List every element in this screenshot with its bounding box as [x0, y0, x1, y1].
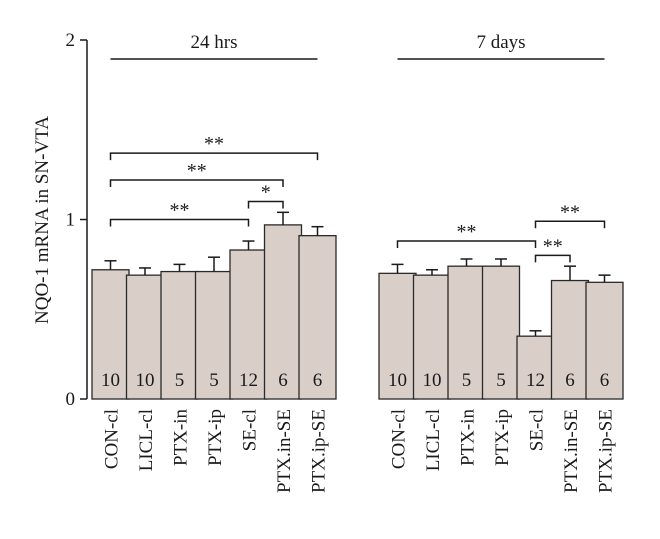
x-tick-label: PTX.ip-SE — [309, 409, 330, 493]
significance-label: ** — [543, 235, 563, 257]
significance-label: ** — [457, 221, 477, 243]
bar — [125, 274, 165, 400]
significance-label: * — [261, 182, 271, 204]
x-tick-label: PTX-ip — [205, 409, 226, 466]
sample-size-label: 10 — [388, 370, 407, 391]
x-tick-label: SE-cl — [527, 409, 548, 451]
bar — [481, 265, 521, 400]
sample-size-label: 5 — [496, 370, 506, 391]
sample-size-label: 5 — [175, 370, 185, 391]
x-tick-label: SE-cl — [240, 409, 261, 451]
sample-size-label: 12 — [239, 370, 258, 391]
x-tick-label: CON-cl — [102, 409, 123, 469]
significance-bracket — [109, 218, 250, 227]
bar — [91, 269, 130, 400]
sample-size-label: 5 — [209, 370, 219, 391]
significance-bracket — [109, 179, 284, 188]
bar — [585, 281, 624, 400]
significance-label: ** — [170, 200, 190, 222]
sample-size-label: 6 — [565, 370, 575, 391]
significance-bracket — [534, 254, 571, 263]
significance-label: ** — [187, 160, 207, 182]
sample-size-label: 6 — [600, 370, 610, 391]
y-tick-label: 1 — [66, 210, 76, 231]
x-tick-label: PTX-in — [171, 409, 192, 467]
x-tick-label: PTX.ip-SE — [596, 409, 617, 493]
bar — [229, 249, 268, 400]
sample-size-label: 10 — [101, 370, 120, 391]
significance-bracket — [534, 220, 606, 229]
sample-size-label: 10 — [136, 370, 155, 391]
significance-label: ** — [560, 201, 580, 223]
sample-size-label: 6 — [313, 370, 323, 391]
y-tick-label: 0 — [66, 389, 76, 410]
significance-bracket — [247, 200, 284, 209]
x-tick-label: PTX.in-SE — [561, 409, 582, 493]
sample-size-label: 12 — [526, 370, 545, 391]
significance-label: ** — [204, 133, 224, 155]
significance-bracket — [109, 152, 319, 161]
bar — [550, 279, 590, 400]
sample-size-label: 10 — [423, 370, 442, 391]
sample-size-label: 5 — [462, 370, 472, 391]
group-label: 7 days — [476, 32, 525, 53]
x-tick-label: PTX-ip — [492, 409, 513, 466]
sample-size-label: 6 — [278, 370, 288, 391]
x-tick-label: LICL-cl — [423, 409, 444, 471]
x-tick-label: PTX.in-SE — [274, 409, 295, 493]
bar — [263, 224, 303, 400]
significance-bracket — [396, 240, 537, 249]
bar — [194, 270, 234, 400]
bar — [378, 272, 417, 400]
x-tick-label: PTX-in — [458, 409, 479, 467]
group-label: 24 hrs — [191, 32, 238, 53]
x-tick-label: LICL-cl — [136, 409, 157, 471]
bar — [447, 265, 486, 400]
y-tick-label: 2 — [66, 30, 76, 51]
x-tick-label: CON-cl — [389, 409, 410, 469]
y-axis-label: NQO-1 mRNA in SN-VTA — [32, 116, 53, 324]
